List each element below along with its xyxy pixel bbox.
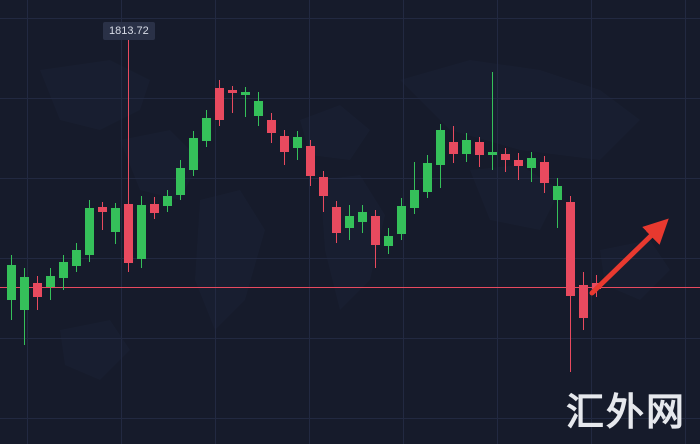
grid-line-horizontal	[0, 418, 700, 419]
candle-wick	[102, 202, 103, 230]
candle-body	[371, 216, 380, 245]
grid-line-horizontal	[0, 338, 700, 339]
grid-line-horizontal	[0, 98, 700, 99]
candle-wick	[492, 72, 493, 170]
grid-line-vertical	[121, 0, 122, 444]
candle-body	[254, 101, 263, 116]
grid-line-horizontal	[0, 258, 700, 259]
candle-body	[501, 154, 510, 160]
candle-body	[124, 204, 133, 263]
candle-body	[163, 196, 172, 206]
candle-body	[358, 212, 367, 222]
candle-body	[150, 204, 159, 213]
grid-line-vertical	[497, 0, 498, 444]
candle-body	[462, 140, 471, 154]
grid-line-vertical	[309, 0, 310, 444]
candle-body	[579, 285, 588, 318]
candle-body	[488, 152, 497, 155]
candle-body	[423, 163, 432, 192]
candle-body	[72, 250, 81, 266]
grid-line-horizontal	[0, 178, 700, 179]
candle-body	[202, 118, 211, 141]
candle-wick	[128, 28, 129, 272]
candle-body	[397, 206, 406, 234]
candle-body	[293, 137, 302, 148]
candle-body	[98, 207, 107, 212]
candle-wick	[232, 86, 233, 113]
candle-body	[332, 207, 341, 233]
candle-body	[514, 160, 523, 166]
candle-body	[215, 88, 224, 120]
candle-body	[20, 277, 29, 310]
grid-line-horizontal	[0, 18, 700, 19]
price-label: 1813.72	[103, 22, 155, 40]
candle-body	[59, 262, 68, 278]
candle-body	[46, 276, 55, 287]
candle-body	[137, 205, 146, 259]
candle-body	[111, 208, 120, 232]
candle-body	[553, 186, 562, 200]
candle-body	[267, 120, 276, 133]
candle-wick	[557, 178, 558, 228]
candle-body	[449, 142, 458, 154]
candle-body	[176, 168, 185, 195]
candle-wick	[518, 153, 519, 180]
candle-body	[228, 90, 237, 93]
trend-arrow-icon	[589, 218, 669, 296]
candle-body	[410, 190, 419, 208]
current-price-line	[0, 287, 700, 288]
candle-body	[527, 158, 536, 168]
candle-body	[280, 136, 289, 152]
candle-wick	[505, 148, 506, 172]
candle-body	[7, 265, 16, 300]
candle-body	[384, 236, 393, 246]
candle-body	[436, 130, 445, 165]
candle-body	[566, 202, 575, 296]
candle-body	[33, 283, 42, 297]
candle-body	[241, 92, 250, 95]
grid-line-vertical	[685, 0, 686, 444]
site-watermark: 汇外网	[565, 390, 686, 434]
candle-body	[345, 216, 354, 228]
candle-body	[189, 138, 198, 170]
candle-body	[85, 208, 94, 255]
candle-wick	[414, 162, 415, 214]
grid-line-vertical	[591, 0, 592, 444]
grid-line-vertical	[27, 0, 28, 444]
candle-body	[306, 146, 315, 176]
candle-wick	[245, 87, 246, 117]
candle-body	[540, 162, 549, 183]
candle-body	[475, 142, 484, 155]
candle-body	[319, 177, 328, 196]
grid-line-vertical	[215, 0, 216, 444]
